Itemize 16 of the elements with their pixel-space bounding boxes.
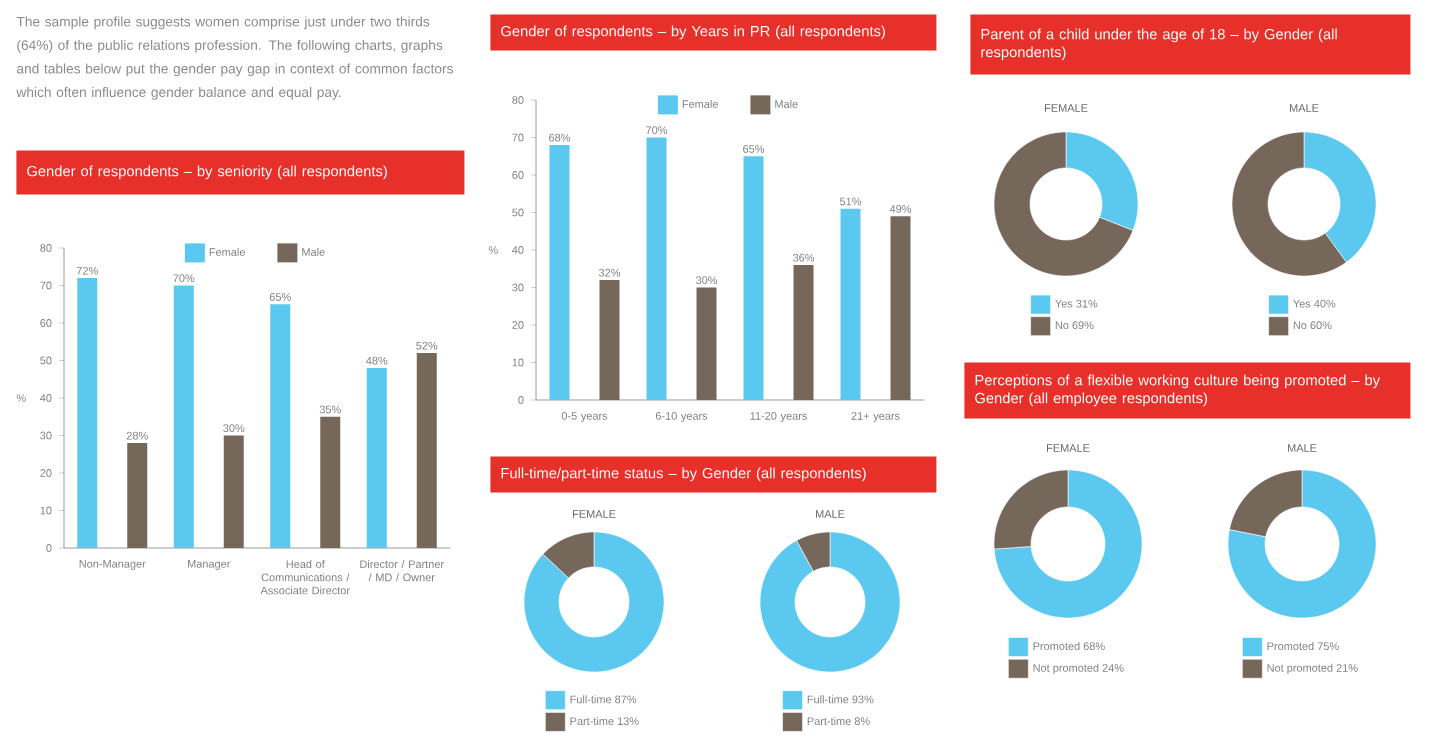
bar — [743, 156, 764, 400]
bar — [270, 304, 291, 548]
bar — [549, 144, 570, 400]
bar — [793, 264, 814, 400]
bar — [320, 416, 341, 548]
bar — [366, 368, 387, 548]
bar — [127, 443, 148, 548]
bar — [890, 216, 911, 400]
bar — [173, 285, 194, 548]
bar — [416, 353, 437, 548]
bar — [696, 287, 717, 400]
bar — [77, 278, 98, 548]
bar — [840, 208, 861, 400]
bar — [223, 435, 244, 548]
bar — [646, 137, 667, 400]
bar — [599, 279, 620, 400]
